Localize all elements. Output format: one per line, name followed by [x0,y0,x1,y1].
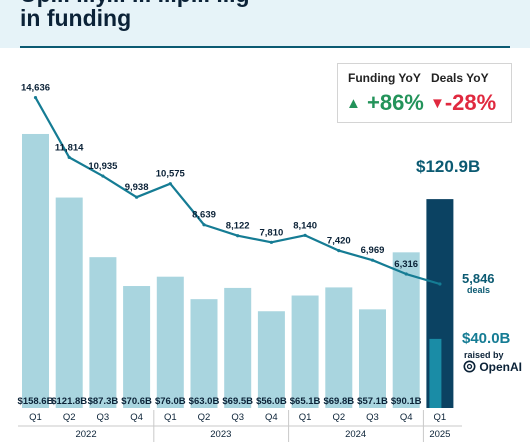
funding-bar [123,286,151,408]
funding-value-label: $69.8B [323,396,354,407]
openai-logo-icon [463,360,476,373]
funding-value-label: $63.0B [189,396,220,407]
deals-value-label: 8,639 [192,210,216,221]
deals-value-label: 14,636 [21,83,50,94]
highlight-total-label: $120.9B [416,157,481,176]
header-band [0,0,530,48]
deals-value-label: 7,420 [327,236,351,247]
funding-bar [156,276,184,408]
funding-value-label: $87.3B [88,396,119,407]
deals-yoy-value: ▼-28% [430,90,496,116]
funding-value-label: $57.1B [357,396,388,407]
chart-title-line-2: in funding [20,5,132,31]
funding-yoy-label: Funding YoY [348,71,421,85]
x-tick-quarter: Q1 [299,412,312,423]
x-tick-quarter: Q3 [231,412,244,423]
x-tick-quarter: Q4 [130,412,143,423]
funding-bar [325,287,353,408]
funding-value-label: $158.6B [18,396,54,407]
funding-yoy-number: +86% [366,90,424,115]
deals-value-label: 10,935 [88,161,118,172]
deals-value-label: 10,575 [156,169,186,180]
funding-bar [89,257,117,408]
x-tick-quarter: Q1 [434,412,447,423]
deals-point [404,272,408,276]
funding-bar [359,309,386,408]
deals-point [67,155,71,159]
x-tick-quarter: Q3 [366,412,379,423]
deals-value-label: 6,316 [394,259,418,270]
x-tick-quarter: Q2 [63,412,76,423]
deals-yoy-number: -28% [444,90,497,115]
funding-value-label: $90.1B [391,396,422,407]
latest-deals-value: 5,846 [462,271,495,286]
x-tick-quarter: Q2 [332,412,345,423]
x-tick-quarter: Q3 [97,412,110,423]
deals-point [269,240,273,244]
funding-bar [291,295,319,408]
openai-caption: raised by [464,350,504,360]
funding-value-label: $69.5B [222,396,253,407]
deals-value-label: 9,938 [125,182,149,193]
deals-value-label: 6,969 [361,245,385,256]
yoy-summary-box: Funding YoY Deals YoY ▲ +86% ▼-28% [337,63,512,123]
funding-value-label: $76.0B [155,396,186,407]
funding-value-label: $121.8B [51,396,87,407]
latest-deals-caption: deals [467,285,491,295]
x-tick-year: 2024 [345,429,366,440]
x-tick-quarter: Q1 [29,412,42,423]
openai-brand-name: OpenAI [479,360,523,374]
deals-point [168,182,172,186]
openai-portion-bar [429,338,442,408]
funding-value-label: $70.6B [121,396,152,407]
deals-point [101,174,105,178]
chart-title-line-1: Up... ...y... ... ...p... ...g [20,0,530,8]
deals-point [33,95,38,100]
funding-value-label: $56.0B [256,396,287,407]
deals-yoy-label: Deals YoY [431,71,489,85]
deals-point [438,282,442,286]
funding-yoy-value: ▲ +86% [346,90,424,116]
title-divider [20,46,510,48]
x-tick-quarter: Q4 [265,412,278,423]
x-tick-quarter: Q2 [198,412,211,423]
openai-funding-value: $40.0B [462,330,511,347]
deals-point [303,233,307,237]
funding-bar [257,311,285,408]
deals-value-label: 7,810 [260,227,284,238]
deals-value-label: 11,814 [55,142,84,153]
deals-point [202,223,206,227]
funding-bar [392,252,420,408]
deals-value-label: 8,122 [226,221,250,232]
triangle-up-icon: ▲ [346,95,361,112]
x-tick-quarter: Q4 [400,412,413,423]
funding-value-label: $65.1B [290,396,321,407]
openai-brand: OpenAI [463,360,522,374]
funding-bar [190,299,218,408]
deals-point [370,258,375,262]
x-tick-year: 2022 [75,429,96,440]
funding-bar [224,287,252,408]
deals-point [337,249,341,253]
deals-value-label: 8,140 [293,220,317,231]
funding-bar [55,197,83,408]
x-tick-year: 2023 [210,429,231,440]
x-axis-background [18,408,462,442]
funding-bar [22,133,49,409]
deals-point [135,195,139,199]
x-tick-year: 2025 [429,429,450,440]
triangle-down-icon: ▼ [430,95,445,112]
deals-point [236,234,240,238]
x-tick-quarter: Q1 [164,412,177,423]
